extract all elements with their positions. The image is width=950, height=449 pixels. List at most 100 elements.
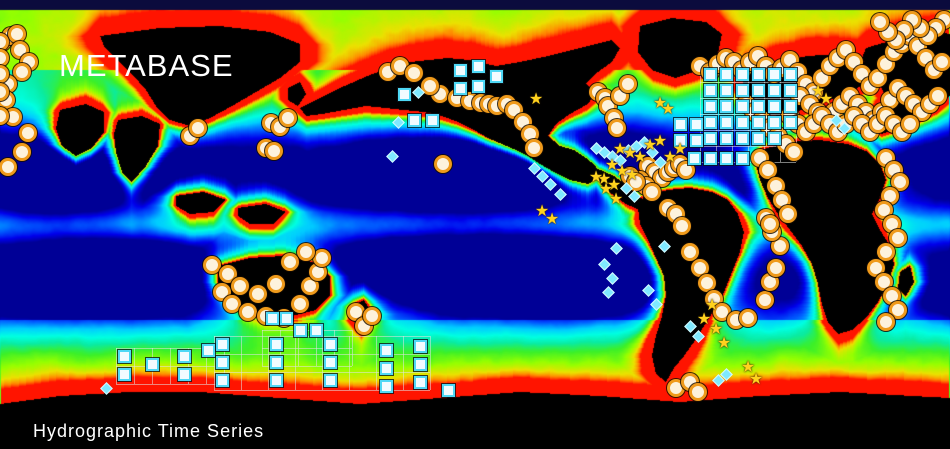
mooring-diamond-marker[interactable] bbox=[609, 241, 623, 255]
station-circle-marker[interactable] bbox=[0, 158, 17, 176]
time-series-star-marker[interactable]: ★ bbox=[672, 141, 688, 158]
station-circle-marker[interactable] bbox=[901, 115, 919, 133]
survey-cell-square-marker[interactable] bbox=[719, 67, 733, 81]
station-circle-marker[interactable] bbox=[681, 243, 699, 261]
station-circle-marker[interactable] bbox=[19, 124, 37, 142]
mooring-diamond-marker[interactable] bbox=[691, 329, 705, 343]
survey-cell-square-marker[interactable] bbox=[783, 67, 797, 81]
survey-cell-square-marker[interactable] bbox=[767, 115, 781, 129]
survey-cell-square-marker[interactable] bbox=[269, 373, 283, 387]
survey-cell-square-marker[interactable] bbox=[265, 311, 279, 325]
station-circle-marker[interactable] bbox=[0, 107, 9, 125]
survey-cell-square-marker[interactable] bbox=[735, 131, 749, 145]
station-circle-marker[interactable] bbox=[313, 249, 331, 267]
station-circle-marker[interactable] bbox=[759, 161, 777, 179]
mooring-diamond-marker[interactable] bbox=[553, 187, 567, 201]
time-series-star-marker[interactable]: ★ bbox=[748, 371, 764, 388]
time-series-star-marker[interactable]: ★ bbox=[740, 359, 756, 376]
time-series-star-marker[interactable]: ★ bbox=[652, 95, 668, 112]
time-series-star-marker[interactable]: ★ bbox=[596, 171, 612, 188]
survey-cell-square-marker[interactable] bbox=[673, 117, 687, 131]
time-series-star-marker[interactable]: ★ bbox=[810, 83, 826, 100]
survey-cell-square-marker[interactable] bbox=[719, 151, 733, 165]
station-circle-marker[interactable] bbox=[0, 65, 9, 83]
station-circle-marker[interactable] bbox=[434, 155, 452, 173]
survey-cell-square-marker[interactable] bbox=[407, 113, 421, 127]
survey-cell-square-marker[interactable] bbox=[177, 349, 191, 363]
survey-cell-square-marker[interactable] bbox=[767, 67, 781, 81]
time-series-star-marker[interactable]: ★ bbox=[652, 133, 668, 150]
station-circle-marker[interactable] bbox=[933, 53, 950, 71]
survey-cell-square-marker[interactable] bbox=[783, 115, 797, 129]
station-circle-marker[interactable] bbox=[889, 301, 907, 319]
station-circle-marker[interactable] bbox=[239, 303, 257, 321]
station-circle-marker[interactable] bbox=[421, 77, 439, 95]
mooring-diamond-marker[interactable] bbox=[683, 319, 697, 333]
survey-cell-square-marker[interactable] bbox=[735, 67, 749, 81]
survey-cell-square-marker[interactable] bbox=[703, 115, 717, 129]
survey-cell-square-marker[interactable] bbox=[201, 343, 215, 357]
station-circle-marker[interactable] bbox=[677, 161, 695, 179]
survey-cell-square-marker[interactable] bbox=[767, 99, 781, 113]
station-circle-marker[interactable] bbox=[231, 277, 249, 295]
station-circle-marker[interactable] bbox=[761, 215, 779, 233]
survey-cell-square-marker[interactable] bbox=[397, 87, 411, 101]
station-circle-marker[interactable] bbox=[877, 243, 895, 261]
time-series-star-marker[interactable]: ★ bbox=[704, 297, 720, 314]
survey-cell-square-marker[interactable] bbox=[735, 115, 749, 129]
time-series-star-marker[interactable]: ★ bbox=[608, 191, 624, 208]
survey-cell-square-marker[interactable] bbox=[751, 115, 765, 129]
survey-cell-square-marker[interactable] bbox=[293, 323, 307, 337]
station-circle-marker[interactable] bbox=[779, 205, 797, 223]
survey-cell-square-marker[interactable] bbox=[735, 99, 749, 113]
station-circle-marker[interactable] bbox=[363, 307, 381, 325]
time-series-star-marker[interactable]: ★ bbox=[642, 137, 658, 154]
station-circle-marker[interactable] bbox=[689, 383, 707, 401]
mooring-diamond-marker[interactable] bbox=[385, 149, 399, 163]
survey-cell-square-marker[interactable] bbox=[719, 131, 733, 145]
survey-cell-square-marker[interactable] bbox=[703, 131, 717, 145]
station-circle-marker[interactable] bbox=[643, 183, 661, 201]
survey-cell-square-marker[interactable] bbox=[703, 67, 717, 81]
survey-cell-square-marker[interactable] bbox=[441, 383, 455, 397]
mooring-diamond-marker[interactable] bbox=[649, 297, 663, 311]
station-circle-marker[interactable] bbox=[13, 63, 31, 81]
survey-cell-square-marker[interactable] bbox=[735, 83, 749, 97]
survey-cell-square-marker[interactable] bbox=[117, 367, 131, 381]
survey-cell-square-marker[interactable] bbox=[425, 113, 439, 127]
station-circle-marker[interactable] bbox=[608, 119, 626, 137]
mooring-diamond-marker[interactable] bbox=[641, 283, 655, 297]
survey-cell-square-marker[interactable] bbox=[687, 151, 701, 165]
station-circle-marker[interactable] bbox=[301, 277, 319, 295]
station-circle-marker[interactable] bbox=[297, 243, 315, 261]
mooring-diamond-marker[interactable] bbox=[99, 381, 113, 395]
station-circle-marker[interactable] bbox=[279, 109, 297, 127]
station-circle-marker[interactable] bbox=[249, 285, 267, 303]
station-circle-marker[interactable] bbox=[219, 265, 237, 283]
time-series-star-marker[interactable]: ★ bbox=[632, 149, 648, 166]
time-series-star-marker[interactable]: ★ bbox=[604, 157, 620, 174]
time-series-star-marker[interactable]: ★ bbox=[598, 181, 614, 198]
survey-cell-square-marker[interactable] bbox=[413, 357, 427, 371]
survey-cell-square-marker[interactable] bbox=[767, 131, 781, 145]
survey-cell-square-marker[interactable] bbox=[323, 337, 337, 351]
survey-cell-square-marker[interactable] bbox=[453, 81, 467, 95]
station-circle-marker[interactable] bbox=[0, 83, 9, 101]
station-circle-marker[interactable] bbox=[13, 143, 31, 161]
station-circle-marker[interactable] bbox=[525, 139, 543, 157]
time-series-star-marker[interactable]: ★ bbox=[528, 91, 544, 108]
time-series-star-marker[interactable]: ★ bbox=[614, 163, 630, 180]
mooring-diamond-marker[interactable] bbox=[601, 285, 615, 299]
survey-cell-square-marker[interactable] bbox=[117, 349, 131, 363]
survey-cell-square-marker[interactable] bbox=[323, 355, 337, 369]
station-circle-marker[interactable] bbox=[767, 259, 785, 277]
survey-cell-square-marker[interactable] bbox=[215, 355, 229, 369]
survey-cell-square-marker[interactable] bbox=[145, 357, 159, 371]
station-circle-marker[interactable] bbox=[889, 229, 907, 247]
survey-cell-square-marker[interactable] bbox=[783, 83, 797, 97]
survey-cell-square-marker[interactable] bbox=[689, 133, 703, 147]
station-circle-marker[interactable] bbox=[281, 253, 299, 271]
time-series-star-marker[interactable]: ★ bbox=[818, 91, 834, 108]
survey-cell-square-marker[interactable] bbox=[751, 67, 765, 81]
station-circle-marker[interactable] bbox=[673, 217, 691, 235]
